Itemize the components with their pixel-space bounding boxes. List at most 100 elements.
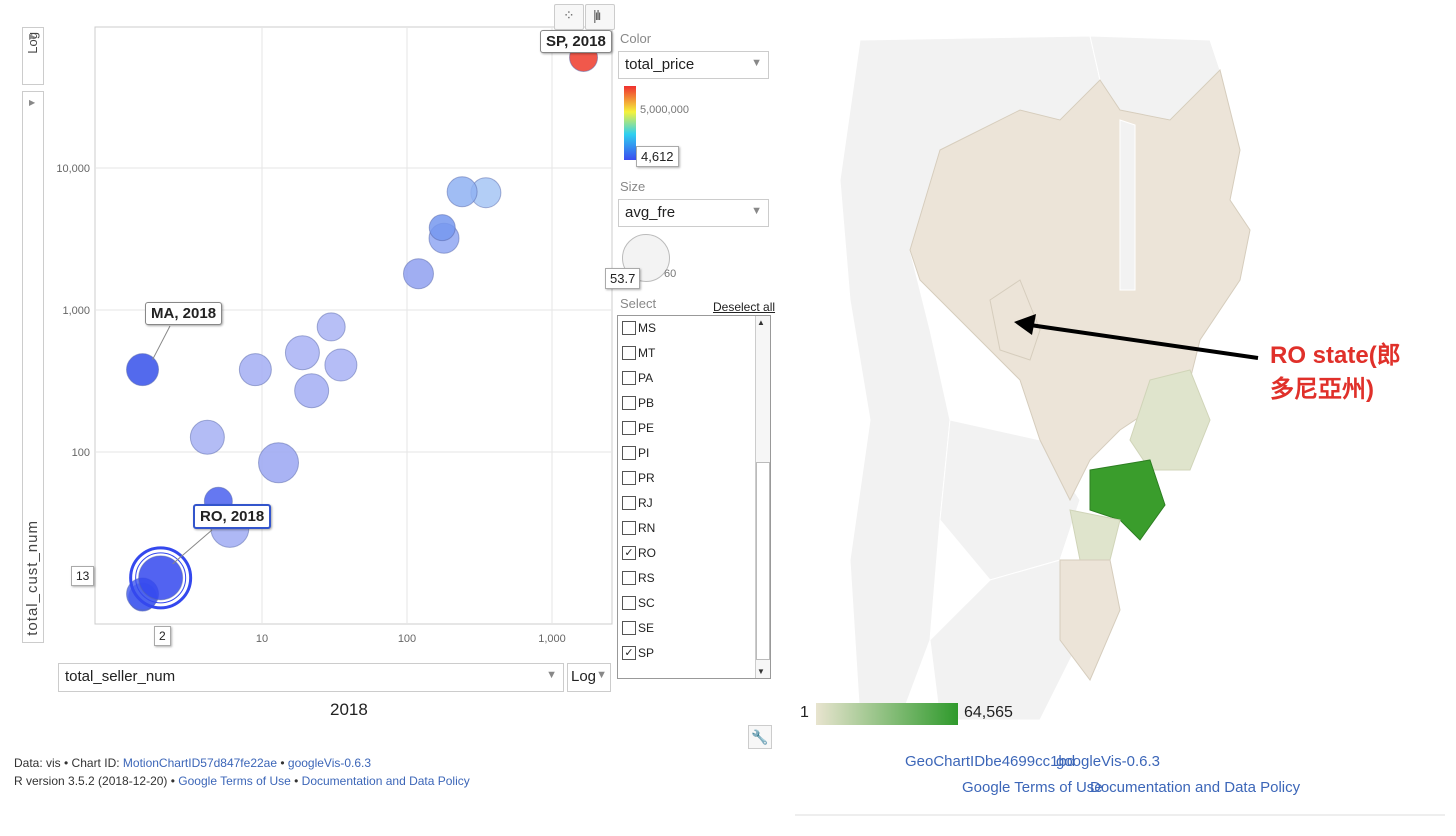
state-option-rn[interactable]: RN: [622, 518, 655, 538]
bar-chart-icon: |ılı: [593, 7, 601, 23]
y-axis-arrow-icon: ▶: [29, 98, 36, 107]
state-checkbox[interactable]: [622, 396, 636, 410]
ro-annotation: RO state(郎 多尼亞州): [1270, 342, 1401, 403]
state-checkbox[interactable]: [622, 421, 636, 435]
state-option-pa[interactable]: PA: [622, 368, 653, 388]
bubble[interactable]: [258, 442, 300, 484]
state-option-pb[interactable]: PB: [622, 393, 654, 413]
state-option-se[interactable]: SE: [622, 618, 654, 638]
state-code-label: PI: [638, 446, 650, 460]
footer-data-text: Data: vis • Chart ID:: [14, 756, 123, 770]
terms-link[interactable]: Google Terms of Use: [178, 774, 291, 788]
state-option-pi[interactable]: PI: [622, 443, 649, 463]
scroll-up-icon[interactable]: ▲: [757, 318, 765, 327]
callout-ro[interactable]: RO, 2018: [193, 504, 272, 529]
select-list[interactable]: MS MT PA PB PE PI PR RJ RN ✓ RO RS SC SE ✓ SP ▲ ▼: [617, 315, 771, 679]
chart-id-link[interactable]: MotionChartID57d847fe22ae: [122, 756, 278, 770]
state-checkbox[interactable]: [622, 571, 636, 585]
footer-line-2: R version 3.5.2 (2018-12-20) • Google Te…: [14, 774, 470, 788]
geo-terms-link[interactable]: Google Terms of Use: [962, 779, 1103, 796]
googlevis-link[interactable]: googleVis-0.6.3: [287, 756, 372, 770]
selected-ring-inner: [135, 552, 187, 604]
bubble[interactable]: [446, 176, 478, 208]
size-selector[interactable]: avg_fre ▼: [618, 199, 769, 227]
state-option-sc[interactable]: SC: [622, 593, 655, 613]
bubble[interactable]: [294, 373, 330, 409]
callout-sp[interactable]: SP, 2018: [540, 30, 612, 53]
state-code-label: RO: [638, 546, 656, 560]
bubble[interactable]: [138, 555, 184, 601]
callout-ma[interactable]: MA, 2018: [145, 302, 223, 325]
state-ro[interactable]: [989, 279, 1041, 361]
y-scale-button[interactable]: Log ▶: [22, 27, 44, 85]
footer-sep: •: [277, 756, 288, 770]
state-option-rj[interactable]: RJ: [622, 493, 653, 513]
callout-connector-ro: [172, 529, 213, 565]
state-checkbox[interactable]: ✓: [622, 546, 636, 560]
geo-googlevis-link[interactable]: googleVis-0.6.3: [1056, 753, 1160, 770]
state-checkbox[interactable]: [622, 496, 636, 510]
state-checkbox[interactable]: [622, 346, 636, 360]
bubble[interactable]: [284, 335, 320, 371]
x-scale-button[interactable]: Log ▼: [567, 663, 611, 692]
state-option-pr[interactable]: PR: [622, 468, 655, 488]
settings-wrench-icon[interactable]: 🔧: [748, 725, 772, 749]
state-option-rs[interactable]: RS: [622, 568, 655, 588]
state-option-mt[interactable]: MT: [622, 343, 655, 363]
x-scale-arrow-icon: ▼: [596, 669, 607, 681]
state-option-ms[interactable]: MS: [622, 318, 656, 338]
y-tick-label: 100: [72, 447, 90, 459]
size-selector-value: avg_fre: [625, 204, 676, 221]
list-scrollbar[interactable]: ▲ ▼: [755, 316, 770, 678]
color-gradient-bar: [624, 86, 636, 160]
state-checkbox[interactable]: [622, 621, 636, 635]
tick-labels: 10 100 1,000 100 1,000 10,000: [56, 163, 565, 645]
bubble[interactable]: [238, 353, 272, 387]
bubble[interactable]: [126, 353, 160, 387]
select-label: Select: [620, 296, 657, 311]
color-min-readout: 4,612: [636, 146, 679, 167]
bubble-chart-tab[interactable]: ⁘: [554, 4, 584, 30]
color-selector[interactable]: total_price ▼: [618, 51, 769, 79]
scroll-thumb[interactable]: [756, 462, 770, 660]
bar-chart-tab[interactable]: |ılı: [585, 4, 615, 30]
state-option-ro[interactable]: ✓ RO: [622, 543, 656, 563]
motion-chart: 10 100 1,000 100 1,000 10,000 ⁘ |ılı Log ▶ ▶ …: [14, 4, 776, 788]
state-checkbox[interactable]: [622, 446, 636, 460]
deselect-all-link[interactable]: Deselect all: [713, 300, 776, 314]
size-max-label: 60: [664, 268, 677, 280]
state-sp[interactable]: [1089, 459, 1166, 541]
bubble[interactable]: [402, 258, 434, 290]
bubble[interactable]: [324, 348, 358, 382]
state-option-pe[interactable]: PE: [622, 418, 654, 438]
state-option-sp[interactable]: ✓ SP: [622, 643, 654, 663]
bubble[interactable]: [428, 214, 456, 242]
geo-chart-id-link[interactable]: GeoChartIDbe4699cc1bd: [905, 753, 1076, 770]
y-axis-title: total_cust_num: [24, 520, 41, 636]
state-checkbox[interactable]: [622, 596, 636, 610]
geo-chart: RO state(郎 多尼亞州) 1 64,565 GeoChartIDbe46…: [790, 0, 1456, 836]
footer-r-version: R version 3.5.2 (2018-12-20) •: [14, 774, 179, 788]
state-checkbox[interactable]: [622, 471, 636, 485]
x-axis-selector[interactable]: total_seller_num ▼: [58, 663, 564, 692]
y-tick-label: 10,000: [56, 163, 90, 175]
state-sc-rs[interactable]: [1059, 559, 1121, 681]
y-axis-selector[interactable]: ▶ total_cust_num: [22, 91, 44, 643]
bubble[interactable]: [316, 312, 346, 342]
state-checkbox[interactable]: ✓: [622, 646, 636, 660]
x-tick-label: 10: [256, 633, 268, 645]
state-mg[interactable]: [1129, 369, 1211, 471]
geo-policy-link[interactable]: Documentation and Data Policy: [1090, 779, 1301, 796]
bubble-plot: 10 100 1,000 100 1,000 10,000: [56, 26, 613, 645]
brazil-map[interactable]: [790, 0, 1456, 836]
scroll-down-icon[interactable]: ▼: [757, 667, 765, 676]
y-tick-label: 1,000: [62, 305, 90, 317]
bubble[interactable]: [189, 419, 225, 455]
color-arrow-icon: ▼: [751, 57, 762, 69]
state-checkbox[interactable]: [622, 321, 636, 335]
state-checkbox[interactable]: [622, 371, 636, 385]
policy-link[interactable]: Documentation and Data Policy: [301, 774, 470, 788]
x-scale-label: Log: [571, 668, 597, 685]
footer-line-1: Data: vis • Chart ID: MotionChartID57d84…: [14, 756, 371, 770]
state-checkbox[interactable]: [622, 521, 636, 535]
